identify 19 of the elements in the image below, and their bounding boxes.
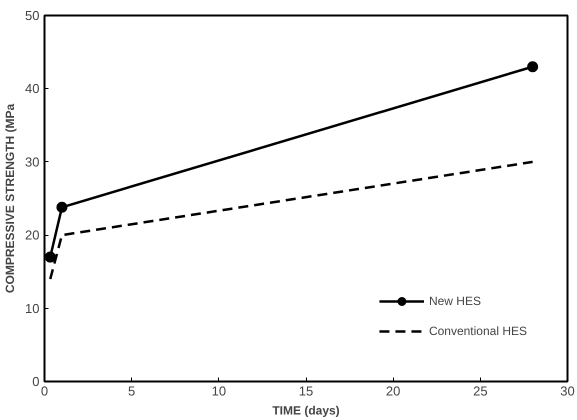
x-axis-title: TIME (days) (272, 404, 340, 418)
y-tick-label: 10 (25, 300, 40, 316)
y-tick-label: 0 (32, 374, 40, 389)
point (527, 61, 538, 72)
x-tick-label: 15 (298, 384, 314, 398)
y-tick-label: 40 (25, 81, 40, 96)
x-tick-label: 30 (560, 384, 575, 398)
y-tick-label: 30 (25, 154, 40, 170)
x-tick-label: 20 (386, 384, 400, 398)
y-tick-label: 50 (25, 8, 40, 23)
point (44, 252, 56, 263)
legend-label: Conventional HES (428, 324, 527, 338)
point (56, 202, 68, 213)
x-tick-label: 5 (128, 384, 136, 398)
y-axis-title: COMPRESSIVE STRENGTH (MPa (3, 103, 18, 294)
x-tick-label: 25 (473, 384, 488, 398)
legend-label: New HES (428, 294, 481, 308)
x-tick-label: 10 (212, 384, 226, 398)
y-tick-label: 20 (25, 228, 40, 243)
